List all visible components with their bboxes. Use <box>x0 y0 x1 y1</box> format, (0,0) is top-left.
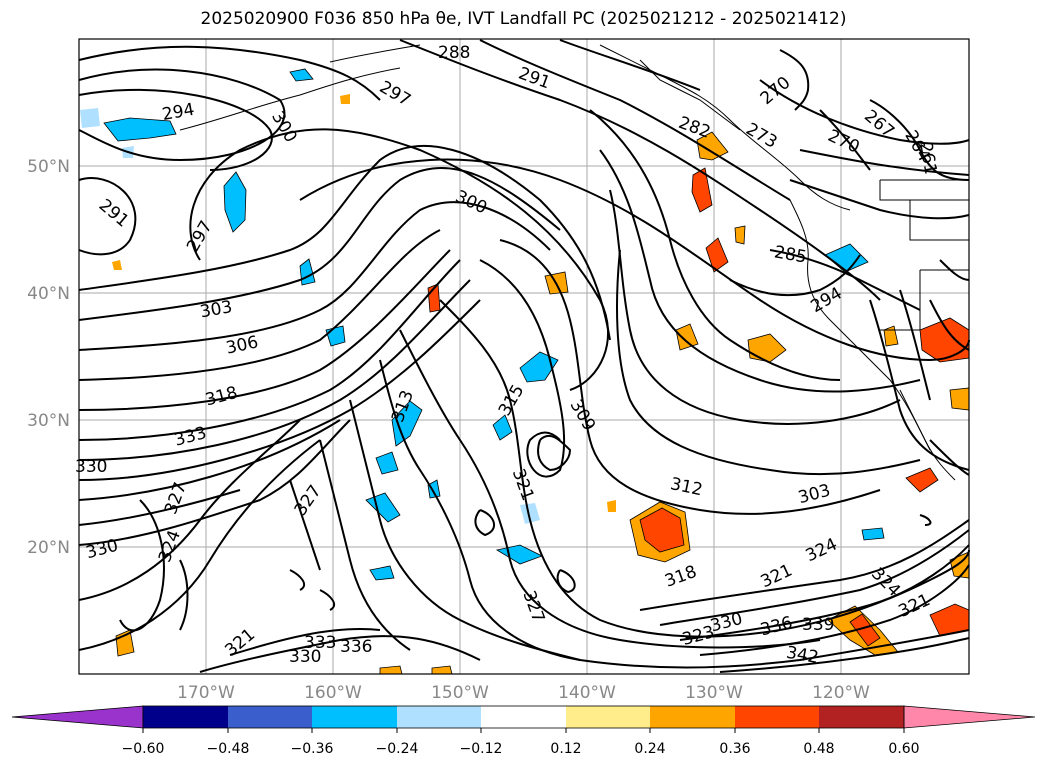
lon-label: 120°W <box>812 683 870 703</box>
neg-patch <box>861 527 885 541</box>
colorbar-swatch <box>566 706 650 728</box>
pos-patch <box>340 94 350 104</box>
colorbar-swatches <box>11 705 1036 729</box>
colorbar-swatch <box>143 706 228 728</box>
neg-patch <box>223 171 247 233</box>
contour-label: 330 <box>289 647 321 667</box>
colorbar-tick-label: 0.60 <box>888 741 919 757</box>
colorbar-swatch <box>312 706 397 728</box>
neg-patch <box>492 414 513 441</box>
neg-patch <box>369 565 395 581</box>
pos-patch <box>691 167 713 213</box>
pos-patch <box>905 467 939 493</box>
neg-patch <box>391 400 423 447</box>
pos-patch <box>607 500 616 512</box>
pos-patch <box>675 323 699 351</box>
neg-patch <box>375 451 399 475</box>
theta-e-contours <box>78 39 970 673</box>
colorbar-tick-label: 0.24 <box>634 741 665 757</box>
lat-label: 30°N <box>27 411 70 431</box>
lon-label: 130°W <box>685 683 743 703</box>
neg-patch <box>103 117 177 142</box>
pos-patch <box>883 325 899 347</box>
pos-patch <box>734 225 746 245</box>
map-frame <box>78 38 970 675</box>
latitude-labels: 50°N 40°N 30°N 20°N <box>27 157 70 558</box>
pos-patch <box>112 260 122 270</box>
colorbar-swatch <box>819 706 904 728</box>
lon-label: 170°W <box>177 683 235 703</box>
contour-label: 333 <box>304 633 336 653</box>
colorbar-swatch <box>228 706 312 728</box>
coastlines <box>179 44 969 481</box>
pos-patch <box>849 613 881 647</box>
pos-patch <box>705 237 729 273</box>
contour-label: 288 <box>438 43 470 63</box>
colorbar-tick-label: −0.24 <box>376 741 419 757</box>
colorbar-ticks: −0.60 −0.48 −0.36 −0.24 −0.12 0.12 0.24 0.36 0.4… <box>122 728 920 757</box>
colorbar-tick-label: −0.48 <box>207 741 250 757</box>
neg-patch <box>824 243 869 273</box>
chart-title: 2025020900 F036 850 hPa θe, IVT Landfall… <box>200 9 847 29</box>
colorbar-extend-max <box>903 705 1036 729</box>
colorbar-tick-label: 0.48 <box>803 741 834 757</box>
colorbar-extend-min <box>11 705 144 729</box>
contour-label: 330 <box>75 457 107 477</box>
lat-label: 40°N <box>27 284 70 304</box>
contour-label: 336 <box>340 637 372 657</box>
pos-patch <box>747 333 787 363</box>
pos-patch <box>639 507 685 553</box>
colorbar-tick-label: −0.36 <box>291 741 334 757</box>
colorbar-swatch <box>650 706 735 728</box>
colorbar-swatch <box>481 706 566 728</box>
longitude-labels: 170°W 160°W 150°W 140°W 130°W 120°W <box>177 683 870 703</box>
colorbar-tick-label: −0.12 <box>460 741 503 757</box>
contour-label: 339 <box>802 615 834 635</box>
colorbar-outline <box>142 705 905 729</box>
neg-patch <box>289 68 314 82</box>
lon-label: 140°W <box>558 683 616 703</box>
lat-label: 50°N <box>27 157 70 177</box>
colorbar-tick-label: 0.36 <box>719 741 750 757</box>
ivt-pc-shading <box>80 68 970 675</box>
colorbar-swatch <box>735 706 819 728</box>
lon-label: 160°W <box>304 683 362 703</box>
lon-label: 150°W <box>431 683 489 703</box>
colorbar-tick-label: 0.12 <box>550 741 581 757</box>
colorbar-tick-label: −0.60 <box>122 741 165 757</box>
neg-patch <box>427 479 441 499</box>
colorbar-swatch <box>397 706 481 728</box>
lat-label: 20°N <box>27 538 70 558</box>
